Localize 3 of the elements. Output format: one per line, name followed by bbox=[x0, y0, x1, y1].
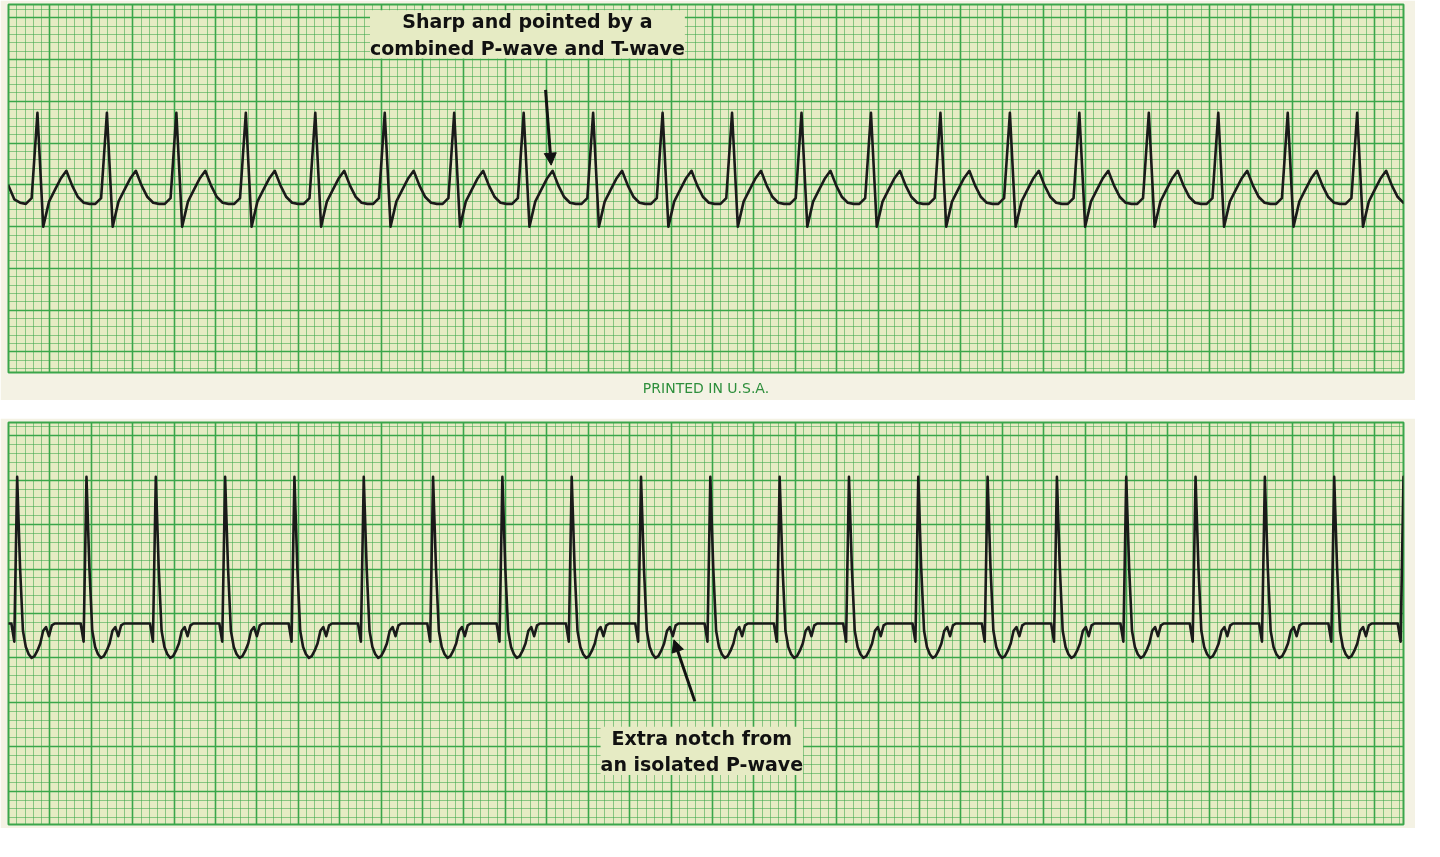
text: Extra notch from an isolated P-wave bbox=[600, 726, 804, 776]
text: PRINTED IN U.S.A. bbox=[642, 379, 770, 396]
text: Sharp and pointed by a combined P-wave and T-wave bbox=[370, 10, 685, 59]
